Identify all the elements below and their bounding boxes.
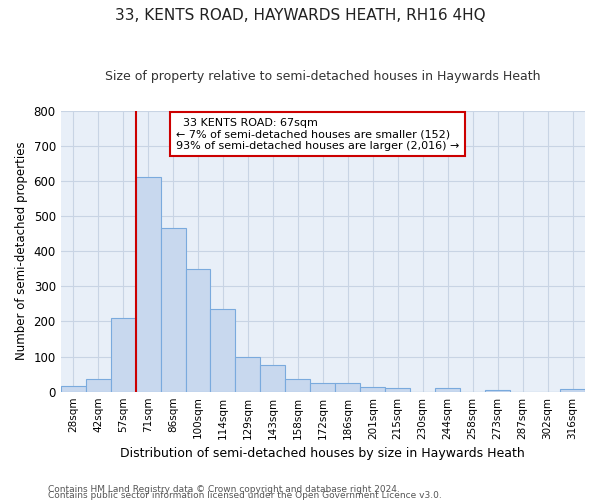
Bar [385, 388, 410, 392]
Bar [110, 318, 136, 392]
X-axis label: Distribution of semi-detached houses by size in Haywards Heath: Distribution of semi-detached houses by … [121, 447, 525, 460]
Bar [185, 268, 211, 392]
Y-axis label: Number of semi-detached properties: Number of semi-detached properties [15, 142, 28, 360]
Bar [211, 309, 235, 392]
Title: Size of property relative to semi-detached houses in Haywards Heath: Size of property relative to semi-detach… [105, 70, 541, 83]
Bar [260, 366, 286, 392]
Bar [136, 178, 161, 392]
Bar [310, 383, 335, 392]
Text: 33 KENTS ROAD: 67sqm
← 7% of semi-detached houses are smaller (152)
93% of semi-: 33 KENTS ROAD: 67sqm ← 7% of semi-detach… [176, 118, 460, 151]
Text: Contains public sector information licensed under the Open Government Licence v3: Contains public sector information licen… [48, 490, 442, 500]
Bar [61, 386, 86, 392]
Bar [560, 389, 585, 392]
Bar [286, 380, 310, 392]
Text: 33, KENTS ROAD, HAYWARDS HEATH, RH16 4HQ: 33, KENTS ROAD, HAYWARDS HEATH, RH16 4HQ [115, 8, 485, 22]
Text: Contains HM Land Registry data © Crown copyright and database right 2024.: Contains HM Land Registry data © Crown c… [48, 485, 400, 494]
Bar [360, 388, 385, 392]
Bar [485, 390, 510, 392]
Bar [86, 380, 110, 392]
Bar [435, 388, 460, 392]
Bar [335, 383, 360, 392]
Bar [161, 228, 185, 392]
Bar [235, 356, 260, 392]
